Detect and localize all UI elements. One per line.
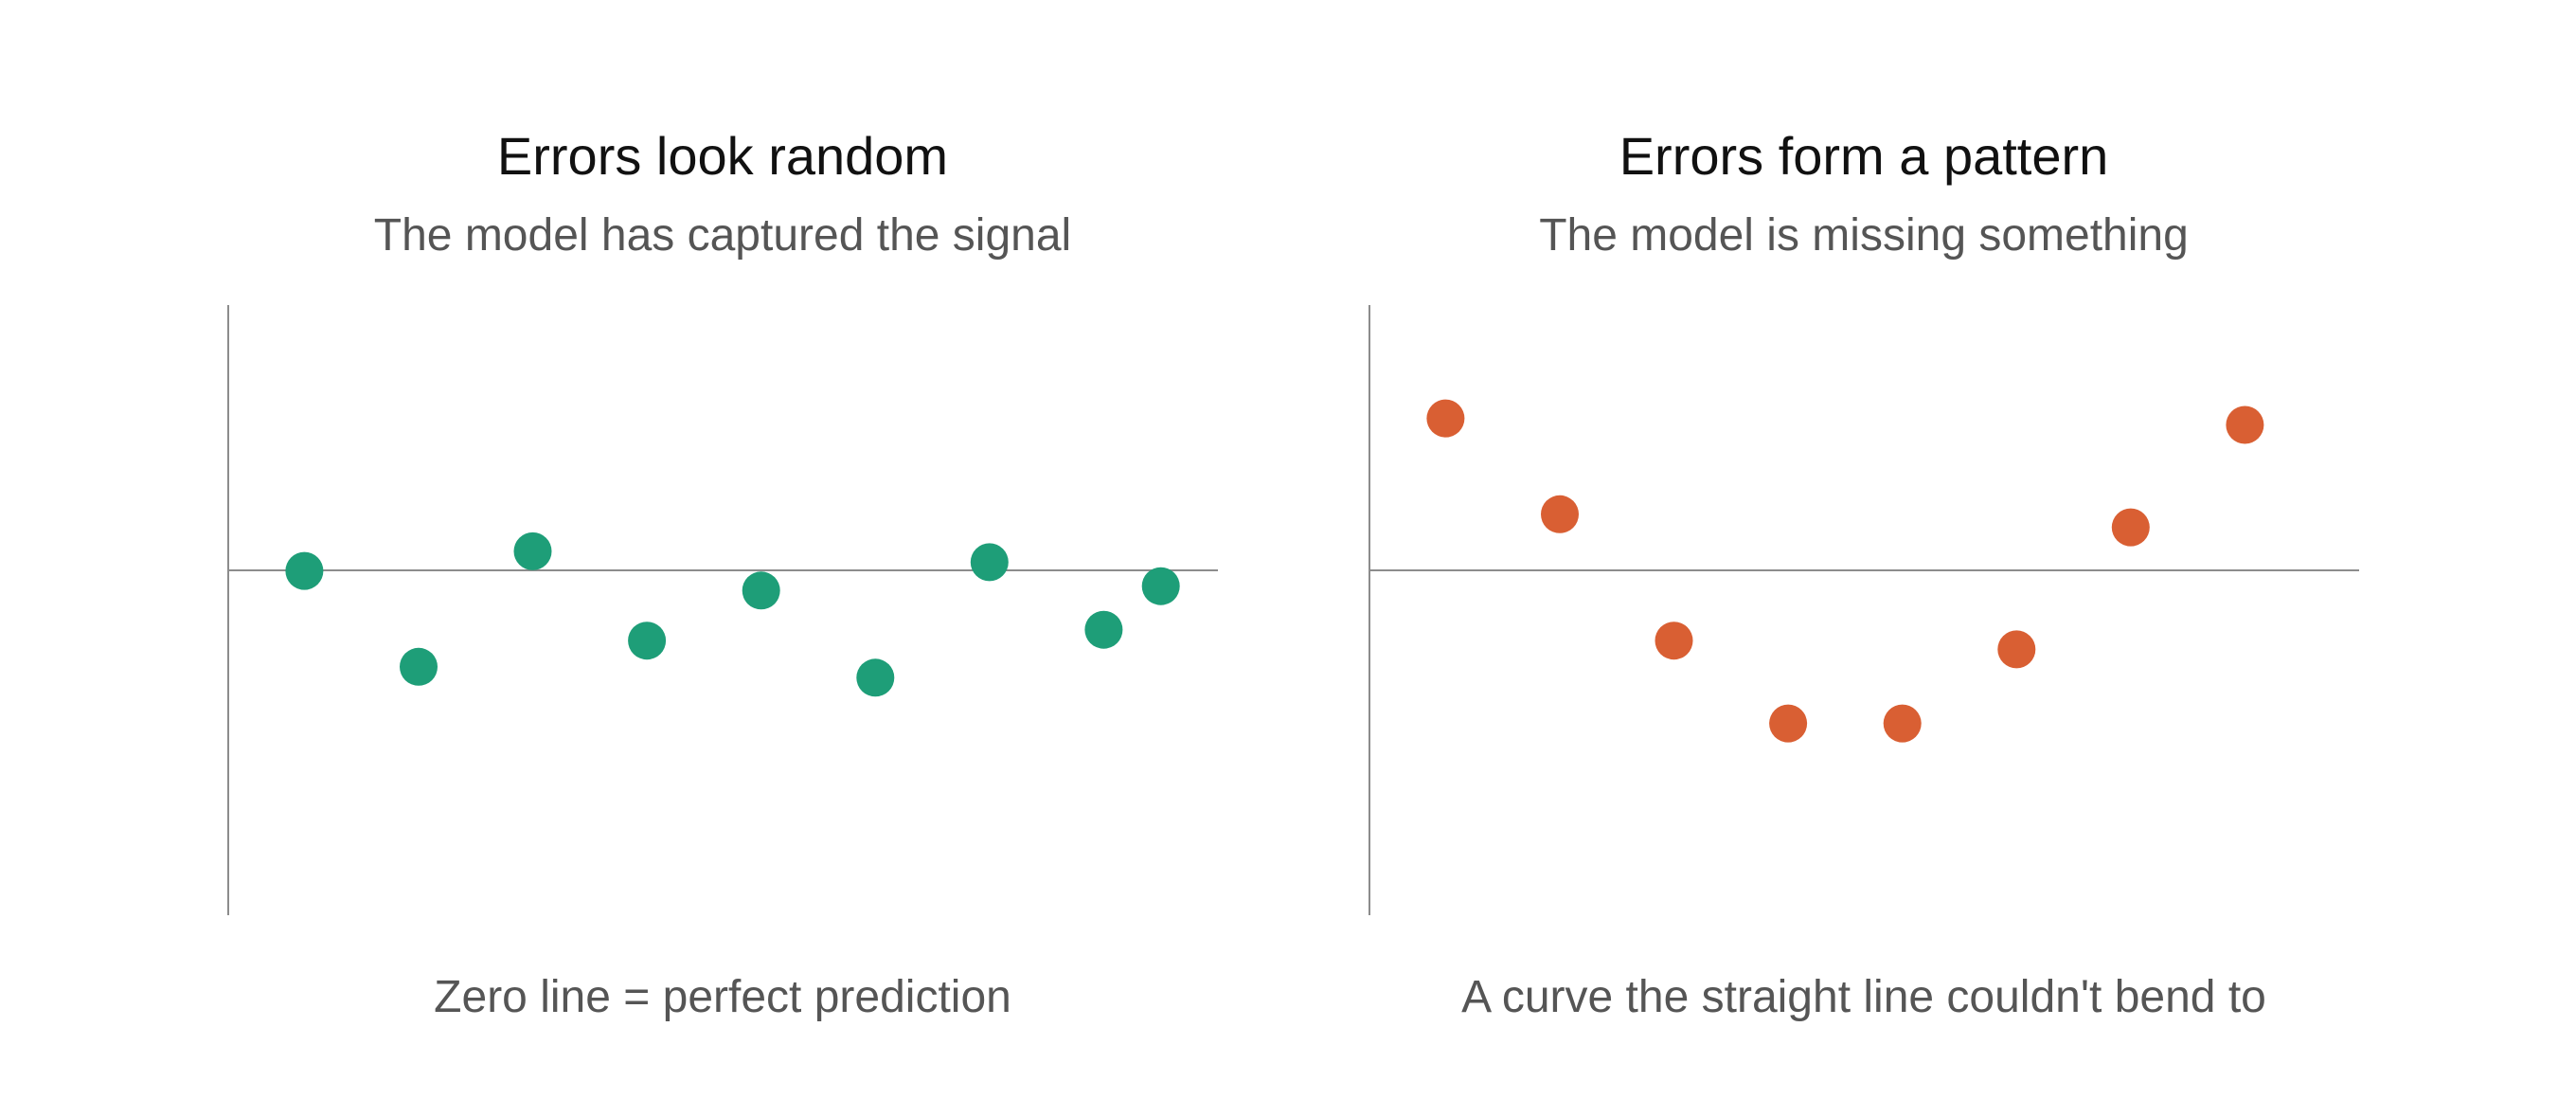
data-point <box>513 531 552 570</box>
data-point <box>628 622 667 660</box>
data-point <box>1541 495 1579 533</box>
panel-title: Errors look random <box>497 126 948 186</box>
data-point <box>1883 704 1922 743</box>
data-point <box>400 647 438 686</box>
panel-subtitle: The model has captured the signal <box>374 210 1071 261</box>
data-point <box>970 543 1009 582</box>
data-point <box>1141 567 1180 605</box>
panel-caption: A curve the straight line couldn't bend … <box>1461 972 2266 1022</box>
data-point <box>1997 630 2036 669</box>
panel-title: Errors form a pattern <box>1619 126 2109 186</box>
data-point <box>1655 622 1693 660</box>
data-point <box>856 658 895 697</box>
panel-caption: Zero line = perfect prediction <box>434 972 1011 1022</box>
data-point <box>2226 405 2264 444</box>
panel-subtitle: The model is missing something <box>1539 210 2189 261</box>
data-points <box>1426 399 2264 743</box>
data-point <box>2111 508 2150 547</box>
data-point <box>285 551 324 590</box>
panel-pattern: Errors form a pattern The model is missi… <box>1368 126 2359 1022</box>
panel-random: Errors look random The model has capture… <box>227 126 1218 1022</box>
data-point <box>1769 704 1808 743</box>
data-points <box>285 531 1180 697</box>
data-point <box>742 571 780 610</box>
data-point <box>1426 399 1465 438</box>
data-point <box>1084 610 1123 649</box>
